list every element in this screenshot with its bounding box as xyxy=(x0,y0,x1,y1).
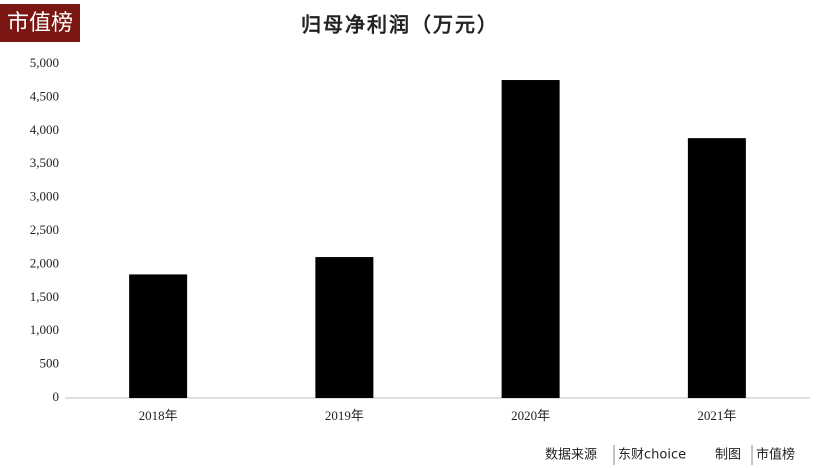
y-tick-label: 5,000 xyxy=(30,55,59,70)
bar xyxy=(501,80,560,399)
y-tick-label: 2,500 xyxy=(30,222,59,237)
y-tick-label: 4,500 xyxy=(30,88,59,103)
x-tick-label: 2019年 xyxy=(325,408,364,423)
logo-box xyxy=(0,4,80,42)
bar xyxy=(687,138,746,398)
logo: 市值榜 xyxy=(7,11,73,36)
bar xyxy=(315,257,374,398)
y-tick-label: 1,500 xyxy=(30,289,59,304)
x-tick-label: 2020年 xyxy=(511,408,550,423)
y-tick-label: 500 xyxy=(40,356,60,371)
source-label: 数据来源 xyxy=(545,448,597,463)
x-tick-label: 2021年 xyxy=(697,408,736,423)
made-label: 制图 xyxy=(715,448,741,463)
y-tick-label: 4,000 xyxy=(30,122,59,137)
x-tick-label: 2018年 xyxy=(139,408,178,423)
source-provider: 东财choice xyxy=(618,448,686,463)
y-tick-label: 3,000 xyxy=(30,189,59,204)
y-tick-label: 0 xyxy=(53,389,60,404)
y-tick-label: 1,000 xyxy=(30,322,59,337)
maker: 市值榜 xyxy=(756,447,795,463)
y-tick-label: 3,500 xyxy=(30,155,59,170)
chart-title: 归母净利润（万元） xyxy=(301,13,499,37)
bar xyxy=(129,274,188,398)
y-tick-label: 2,000 xyxy=(30,255,59,270)
